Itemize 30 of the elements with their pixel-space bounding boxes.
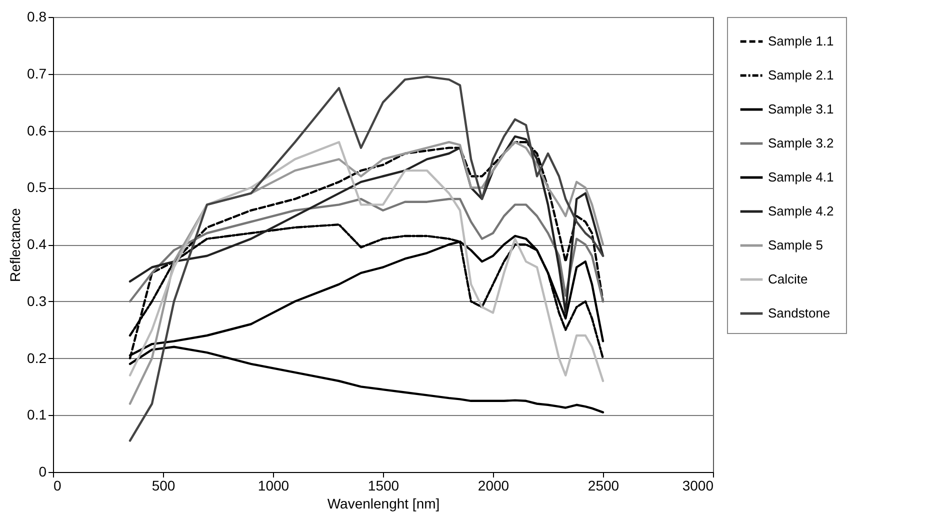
y-tick-label: 0.8 [27, 8, 47, 24]
y-tick-label: 0.3 [27, 292, 47, 309]
legend-label: Sample 2.1 [768, 68, 834, 82]
y-tick-label: 0.5 [27, 179, 47, 196]
x-tick-label: 2000 [478, 478, 510, 494]
line-series [128, 76, 604, 442]
line-series [128, 346, 604, 414]
legend-label: Sample 3.2 [768, 136, 834, 150]
x-tick-label: 500 [152, 478, 176, 494]
y-tick-label: 0.4 [27, 236, 47, 252]
line-series [128, 135, 604, 314]
x-tick-label: 2500 [588, 478, 620, 494]
x-tick-label: 1500 [368, 478, 400, 494]
legend-label: Sample 4.2 [768, 204, 834, 218]
x-axis-title: Wavenlenght [nm] [327, 496, 440, 512]
y-tick-label: 0.6 [27, 122, 47, 138]
x-tick-label: 0 [54, 478, 62, 494]
legend-label: Sample 1.1 [768, 34, 834, 48]
x-tick-label: 3000 [682, 478, 714, 494]
legend-label: Sample 3.1 [768, 102, 834, 116]
legend-label: Calcite [768, 272, 808, 286]
legend-label: Sandstone [768, 306, 830, 320]
legend-label: Sample 5 [768, 238, 823, 252]
y-tick-label: 0.2 [27, 350, 47, 366]
legend-label: Sample 4.1 [768, 170, 834, 184]
y-tick-label: 0.1 [27, 406, 47, 423]
y-tick-label: 0.7 [27, 65, 47, 82]
y-axis-title: Reflectance [7, 208, 24, 282]
x-tick-label: 1000 [258, 478, 290, 494]
y-tick-label: 0 [38, 464, 47, 480]
